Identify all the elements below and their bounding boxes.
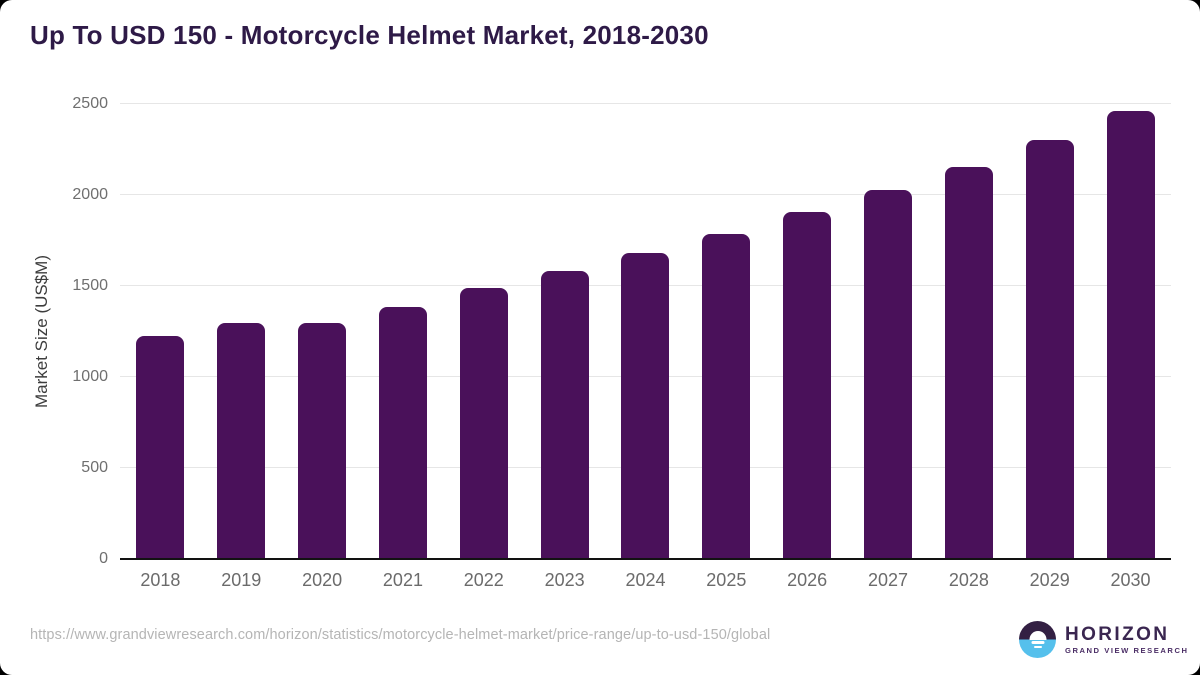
ripple-shape <box>1033 645 1042 648</box>
ripple-shape <box>1031 641 1044 644</box>
bar-slot-2025 <box>686 104 767 559</box>
bar-slot-2027 <box>848 104 929 559</box>
bar-2021[interactable] <box>378 306 427 559</box>
x-tick-label-2019: 2019 <box>221 570 262 590</box>
bar-slot-2024 <box>605 104 686 559</box>
bar-slot-2029 <box>1009 104 1090 559</box>
x-tick-label-2018: 2018 <box>140 570 181 590</box>
bar-2029[interactable] <box>1025 139 1074 559</box>
bar-slot-2026 <box>767 104 848 559</box>
bar-2027[interactable] <box>864 190 913 559</box>
bar-slot-2030 <box>1090 104 1171 559</box>
bar-2019[interactable] <box>217 322 266 559</box>
x-tick-label-2025: 2025 <box>706 570 747 590</box>
bar-slot-2020 <box>282 104 363 559</box>
x-tick-label-2026: 2026 <box>787 570 828 590</box>
source-url: https://www.grandviewresearch.com/horizo… <box>30 627 771 643</box>
bar-slot-2028 <box>928 104 1009 559</box>
y-tick-label-500: 500 <box>81 459 108 476</box>
gridline-2000 <box>120 194 1171 195</box>
y-tick-label-2500: 2500 <box>72 95 108 112</box>
x-tick-label-2028: 2028 <box>948 570 989 590</box>
bar-2026[interactable] <box>783 212 832 559</box>
x-tick-label-2029: 2029 <box>1029 570 1070 590</box>
y-axis-title: Market Size (US$M) <box>32 254 51 409</box>
chart-title: Up To USD 150 - Motorcycle Helmet Market… <box>30 20 709 50</box>
x-tick-labels: 2018 2019 2020 2021 2022 2023 2024 2025 2026 2027… <box>120 570 1171 591</box>
x-tick-label-2030: 2030 <box>1110 570 1151 590</box>
x-tick-label-2022: 2022 <box>463 570 504 590</box>
bar-2023[interactable] <box>540 270 589 559</box>
x-tick-label-2021: 2021 <box>382 570 423 590</box>
gridline-2500 <box>120 103 1171 104</box>
x-tick-label-2023: 2023 <box>544 570 585 590</box>
sun-shape <box>1029 630 1046 640</box>
x-tick-label-2020: 2020 <box>302 570 343 590</box>
bar-2024[interactable] <box>621 253 670 559</box>
logo-text: HORIZON GRAND VIEW RESEARCH <box>1065 625 1189 655</box>
x-tick-label-2027: 2027 <box>867 570 909 590</box>
y-tick-label-1000: 1000 <box>72 368 108 385</box>
horizon-logo: HORIZON GRAND VIEW RESEARCH <box>1019 621 1189 658</box>
y-tick-label-0: 0 <box>99 550 108 567</box>
bar-2018[interactable] <box>136 336 185 559</box>
x-tick-label-2024: 2024 <box>625 570 666 590</box>
bars-layer <box>120 104 1171 559</box>
x-axis-line <box>120 558 1171 560</box>
plot-area: 0 500 1000 1500 2000 2500 2018 2019 2020 2021 202… <box>72 95 1171 590</box>
horizon-sun-icon <box>1019 621 1056 658</box>
bar-slot-2022 <box>443 104 524 559</box>
y-tick-label-2000: 2000 <box>72 186 108 203</box>
logo-name: HORIZON <box>1065 623 1170 645</box>
bar-slot-2023 <box>524 104 605 559</box>
bar-2020[interactable] <box>298 323 347 559</box>
y-axis-title-wrap: Market Size (US$M) <box>22 104 62 559</box>
bar-2030[interactable] <box>1106 110 1155 559</box>
logo-tagline: GRAND VIEW RESEARCH <box>1065 645 1189 655</box>
bar-2022[interactable] <box>459 288 508 559</box>
bar-2028[interactable] <box>944 166 993 559</box>
bar-slot-2021 <box>363 104 444 559</box>
bar-2025[interactable] <box>702 233 751 559</box>
y-tick-label-1500: 1500 <box>72 277 108 294</box>
bar-slot-2018 <box>120 104 201 559</box>
bar-slot-2019 <box>201 104 282 559</box>
